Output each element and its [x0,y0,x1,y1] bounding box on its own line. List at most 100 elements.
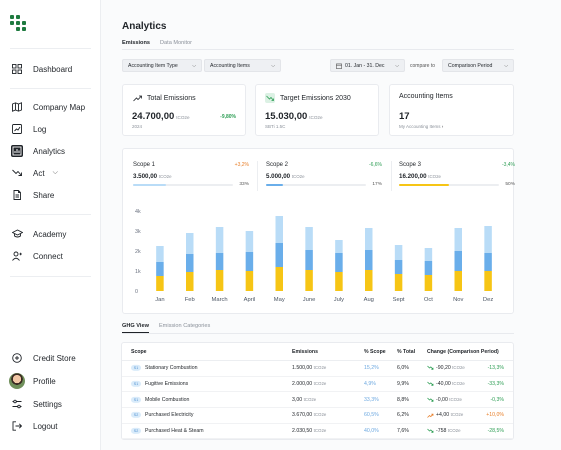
nav-item-profile[interactable]: Profile [9,373,56,389]
bar-scope-2-may[interactable] [275,243,284,267]
bar-scope-2-dez[interactable] [484,253,492,271]
bar-scope-3-oct[interactable] [424,275,433,291]
bar-scope-3-dez[interactable] [484,271,492,291]
scope-progress-fill [399,184,449,186]
column-header[interactable]: Scope [131,348,147,355]
bar-scope-2-july[interactable] [335,253,343,272]
y-tick-label: 0 [135,289,138,295]
bar-scope-1-may[interactable] [275,216,284,243]
column-header[interactable]: % Scope [364,348,386,355]
select-value: Comparison Period [448,62,493,69]
nav-item-settings[interactable]: Settings [11,396,62,412]
bar-scope-3-nov[interactable] [454,271,463,291]
bar-scope-2-jan[interactable] [156,262,164,276]
table-row[interactable]: S2 Purchased Electricity 3.670,00 tCO2e 60,… [122,408,513,424]
chevron-down-icon[interactable]: ⌵ [52,169,58,176]
bar-scope-1-oct[interactable] [424,248,433,261]
column-header[interactable]: Emissions [292,348,318,355]
change-percent-cell: -28,5% [487,428,504,435]
emissions-table: Scope Emissions % Scope % Total Change (… [121,342,514,441]
bar-scope-1-june[interactable] [305,227,313,250]
bar-scope-1-sept[interactable] [394,245,403,260]
nav-item-connect[interactable]: Connect [11,248,63,264]
bar-scope-1-nov[interactable] [454,228,463,251]
nav-item-share[interactable]: Share [11,187,54,203]
change-percent-cell: -13,3% [487,365,504,372]
emissions-value: 3.670,00 [292,412,313,419]
accounting-items-select[interactable]: Accounting Items ⌵ [204,59,281,72]
bar-scope-1-aug[interactable] [365,228,373,250]
bar-scope-1-march[interactable] [215,227,224,253]
total-percent-cell: 6,0% [397,365,409,372]
bar-scope-2-aug[interactable] [365,250,373,270]
bar-scope-3-april[interactable] [245,271,254,291]
trend-down-icon [427,381,434,386]
nav-divider [10,48,91,49]
column-header[interactable]: % Total [397,348,416,355]
nav-item-analytics[interactable]: Analytics [11,143,65,159]
bar-scope-2-april[interactable] [245,252,254,271]
accounting-items-link[interactable]: My Accounting Items › [399,124,443,129]
nav-item-dashboard[interactable]: Dashboard [11,61,72,77]
scope-badge: S1 [131,365,141,372]
table-row[interactable]: S1 Stationary Combustion 1.500,00 tCO2e 15,… [122,361,513,377]
bar-scope-3-july[interactable] [335,272,343,291]
bar-scope-3-sept[interactable] [394,274,403,291]
emissions-value: 3,00 [292,396,303,403]
kpi-sub: SBTi 1.5C [265,124,286,129]
bar-scope-3-jan[interactable] [156,276,164,291]
scope-cell: S1 Fugitive Emissions [131,380,188,387]
accounting-item-type-select[interactable]: Accounting Item Type ⌵ [122,59,202,72]
nav-item-label: Academy [33,229,67,239]
column-header[interactable]: Change (Comparison Period) [427,348,499,355]
kpi-sub: 2024 [132,124,143,129]
tab-data-monitor[interactable]: Data Monitor [159,40,193,46]
bar-scope-1-april[interactable] [245,231,254,252]
bar-scope-2-june[interactable] [305,250,313,270]
comparison-period-select[interactable]: Comparison Period ⌵ [442,59,514,72]
bar-scope-1-dez[interactable] [484,226,492,253]
bar-scope-3-feb[interactable] [186,272,194,291]
bar-scope-3-march[interactable] [215,270,224,291]
bar-scope-2-feb[interactable] [186,254,194,272]
nav-divider [10,88,91,89]
nav-item-credit-store[interactable]: Credit Store [11,350,76,366]
kpi-value-number: 24.700,00 [132,111,175,122]
nav-item-academy[interactable]: Academy [11,226,66,242]
bar-scope-1-july[interactable] [335,240,343,253]
table-row[interactable]: S1 Mobile Combustion 3,00 tCO2e 33,3% 8,8% -0… [122,392,513,409]
share-icon [11,189,23,201]
bar-scope-2-march[interactable] [215,253,224,270]
select-value: Accounting Item Type [128,62,178,69]
kpi-card-target-emissions: Target Emissions 2030 15.030,00 tCO2e SBT… [255,84,379,136]
tab-ghg-view[interactable]: GHG View [122,323,149,333]
bar-scope-1-feb[interactable] [186,233,194,254]
scope-name: Scope 2 [266,162,289,168]
bar-scope-2-oct[interactable] [424,261,433,275]
kpi-title: Total Emissions [132,93,196,103]
logo-icon[interactable] [10,15,26,32]
nav-item-logout[interactable]: Logout [11,418,57,434]
x-tick-label: March [212,297,228,303]
scope-summary-1: Scope 1 +3,2% 3.500,00 tCO2e 33% [133,162,249,187]
table-row[interactable]: S2 Purchased Heat & Steam 2.030,50 tCO2e 40… [122,424,513,440]
bar-scope-1-jan[interactable] [156,246,164,262]
nav-item-log[interactable]: Log [11,121,46,137]
nav-item-act[interactable]: Act ⌵ [11,165,58,181]
emissions-unit: tCO2e [313,428,327,434]
table-row[interactable]: S1 Fugitive Emissions 2.000,00 tCO2e 4,9% 9,… [122,377,513,393]
bar-scope-3-may[interactable] [275,267,284,291]
bar-scope-3-aug[interactable] [365,270,373,291]
tab-emission-categories[interactable]: Emission Categories [158,323,211,329]
date-range-picker[interactable]: 01. Jan - 31. Dec ⌵ [330,59,405,72]
emissions-cell: 2.030,50 tCO2e [292,428,326,434]
scope-percent-cell: 4,9% [364,381,376,388]
plus-circle-icon [11,352,23,364]
bar-scope-2-sept[interactable] [394,260,403,274]
nav-item-company-map[interactable]: Company Map [11,99,85,115]
scope-percent: 17% [372,182,382,187]
x-tick-label: Nov [453,297,463,303]
scope-badge: S2 [131,412,141,419]
bar-scope-3-june[interactable] [305,270,313,291]
bar-scope-2-nov[interactable] [454,251,463,271]
